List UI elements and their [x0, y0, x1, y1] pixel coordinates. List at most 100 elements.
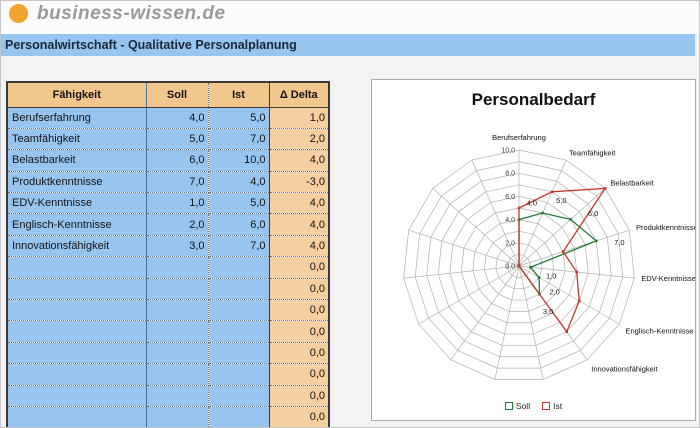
delta-cell[interactable]: 2,0	[269, 128, 329, 151]
delta-cell[interactable]: 0,0	[269, 299, 329, 322]
series-ist-marker	[561, 250, 565, 253]
soll-cell[interactable]: 3,0	[146, 235, 209, 258]
ist-cell[interactable]	[208, 385, 270, 407]
skill-cell[interactable]: Innovationsfähigkeit	[7, 235, 147, 258]
delta-cell[interactable]: -3,0	[269, 171, 329, 194]
delta-cell[interactable]: 0,0	[269, 342, 329, 365]
table-row: Innovationsfähigkeit 3,0 7,0 4,0	[7, 235, 329, 258]
radial-tick-label: 10,0	[501, 148, 515, 155]
series-soll-marker	[529, 265, 532, 269]
delta-cell[interactable]: 4,0	[269, 149, 329, 172]
delta-cell[interactable]: 0,0	[269, 256, 329, 279]
skill-cell[interactable]: Produktkenntnisse	[7, 171, 147, 194]
ist-cell[interactable]: 5,0	[208, 107, 270, 129]
soll-cell[interactable]: 2,0	[146, 213, 209, 236]
series-soll-marker	[594, 239, 598, 243]
skill-cell[interactable]: Berufserfahrung	[7, 107, 147, 129]
delta-cell[interactable]: 0,0	[269, 278, 329, 301]
ist-cell[interactable]	[208, 320, 270, 343]
soll-cell[interactable]	[146, 385, 209, 407]
ist-cell[interactable]: 6,0	[208, 213, 270, 236]
soll-cell[interactable]	[146, 256, 209, 279]
skill-cell[interactable]	[7, 385, 147, 407]
grid-ring	[507, 254, 531, 278]
category-label: Produktkenntnisse	[636, 223, 695, 232]
ist-cell[interactable]	[208, 406, 270, 427]
data-label: 5,0	[556, 196, 566, 205]
skill-cell[interactable]: Belastbarkeit	[7, 149, 147, 172]
soll-cell[interactable]	[146, 299, 209, 322]
delta-cell[interactable]: 0,0	[269, 385, 329, 407]
soll-cell[interactable]: 1,0	[146, 192, 209, 215]
table-row: Produktkenntnisse 7,0 4,0 -3,0	[7, 171, 329, 194]
grid-ring	[460, 207, 578, 324]
chart-legend: Soll Ist	[372, 401, 695, 411]
chart-title: Personalbedarf	[471, 90, 596, 109]
ist-cell[interactable]	[208, 363, 270, 386]
delta-cell[interactable]: 4,0	[269, 213, 329, 236]
ist-cell[interactable]: 10,0	[208, 149, 270, 172]
data-label: 3,0	[543, 307, 553, 316]
skill-cell[interactable]	[7, 256, 147, 279]
skills-table-body: Berufserfahrung 4,0 5,0 1,0 Teamfähigkeit 5,0…	[7, 107, 329, 427]
table-row: 0,0	[7, 385, 329, 407]
radial-tick-label: 6,0	[505, 194, 515, 201]
soll-cell[interactable]	[146, 320, 209, 343]
ist-cell[interactable]: 7,0	[208, 235, 270, 258]
soll-cell[interactable]	[146, 342, 209, 365]
soll-cell[interactable]	[146, 406, 209, 427]
legend-label: Soll	[515, 401, 531, 411]
category-label: EDV-Kenntnisse	[641, 274, 695, 283]
soll-cell[interactable]	[146, 278, 209, 301]
page-title: Personalwirtschaft - Qualitative Persona…	[1, 34, 695, 56]
skill-cell[interactable]	[7, 278, 147, 301]
table-row: 0,0	[7, 320, 329, 343]
ist-cell[interactable]	[208, 342, 270, 365]
grid-ring	[437, 184, 601, 346]
ist-cell[interactable]: 7,0	[208, 128, 270, 151]
delta-cell[interactable]: 1,0	[269, 107, 329, 129]
legend-swatch-icon	[504, 402, 513, 410]
grid-ring	[495, 242, 543, 290]
grid-ring	[472, 219, 566, 312]
delta-cell[interactable]: 4,0	[269, 235, 329, 258]
skill-cell[interactable]	[7, 299, 147, 322]
ist-cell[interactable]	[208, 256, 270, 279]
data-label: 4,0	[527, 198, 537, 207]
series-soll-marker	[537, 276, 541, 279]
category-label: Berufserfahrung	[492, 133, 546, 142]
series-ist-marker	[517, 206, 521, 210]
soll-cell[interactable]	[146, 363, 209, 386]
soll-cell[interactable]: 4,0	[146, 107, 209, 129]
table-row: 0,0	[7, 299, 329, 322]
skill-cell[interactable]	[7, 320, 147, 343]
skill-cell[interactable]: Englisch-Kenntnisse	[7, 213, 147, 236]
soll-cell[interactable]: 7,0	[146, 171, 209, 194]
soll-cell[interactable]: 5,0	[146, 128, 209, 151]
grid-ring	[426, 172, 612, 358]
ist-cell[interactable]	[208, 299, 270, 322]
ist-cell[interactable]: 5,0	[208, 192, 270, 215]
radial-tick-label: 0,0	[505, 264, 515, 271]
skill-cell[interactable]	[7, 342, 147, 365]
ist-cell[interactable]: 4,0	[208, 171, 270, 194]
table-row: 0,0	[7, 278, 329, 301]
skill-cell[interactable]: EDV-Kenntnisse	[7, 192, 147, 215]
skill-cell[interactable]	[7, 406, 147, 427]
brand-header: business-wissen.de	[1, 1, 699, 34]
delta-cell[interactable]: 0,0	[269, 363, 329, 386]
table-row: 0,0	[7, 256, 329, 279]
soll-cell[interactable]: 6,0	[146, 149, 209, 172]
delta-cell[interactable]: 0,0	[269, 320, 329, 343]
category-label: Belastbarkeit	[610, 179, 654, 188]
delta-cell[interactable]: 4,0	[269, 192, 329, 215]
series-ist-marker	[575, 270, 578, 274]
brand-name: business-wissen.de	[37, 3, 226, 24]
radial-tick-label: 8,0	[505, 171, 515, 178]
header-ist: Ist	[208, 82, 270, 108]
skill-cell[interactable]	[7, 363, 147, 386]
ist-cell[interactable]	[208, 278, 270, 301]
delta-cell[interactable]: 0,0	[269, 406, 329, 427]
skill-cell[interactable]: Teamfähigkeit	[7, 128, 147, 151]
